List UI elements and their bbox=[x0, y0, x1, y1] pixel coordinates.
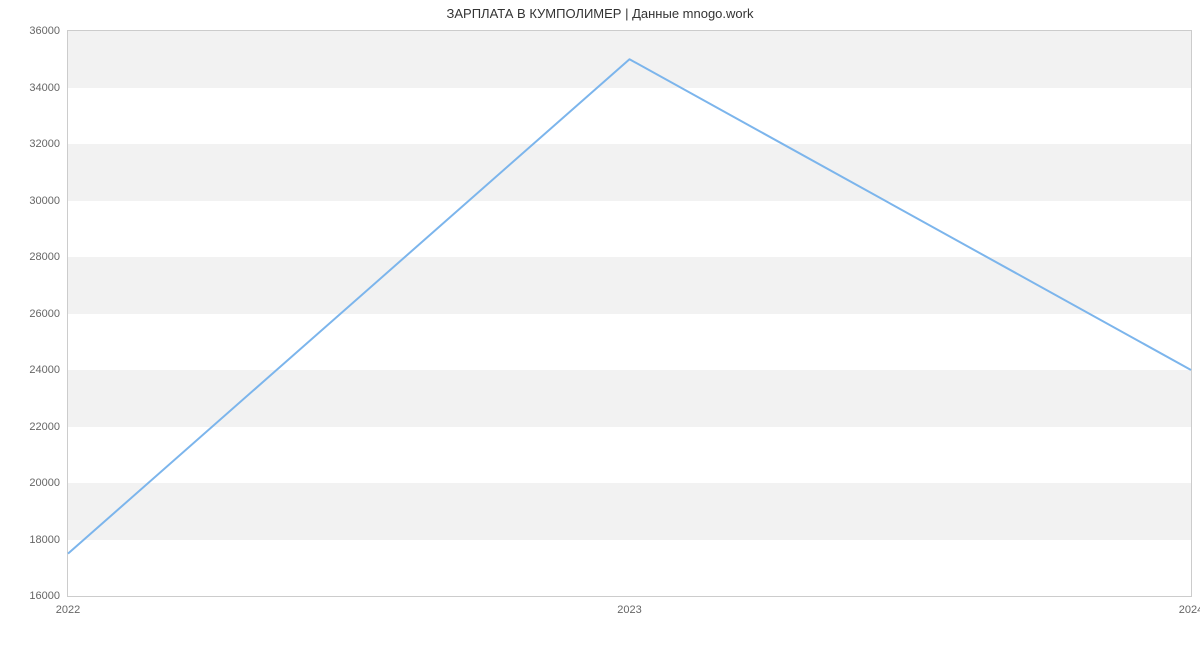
y-tick-label: 36000 bbox=[29, 25, 68, 37]
x-tick-label: 2024 bbox=[1179, 596, 1200, 616]
y-tick-label: 28000 bbox=[29, 251, 68, 263]
salary-chart: ЗАРПЛАТА В КУМПОЛИМЕР | Данные mnogo.wor… bbox=[0, 0, 1200, 650]
y-tick-label: 32000 bbox=[29, 138, 68, 150]
line-layer bbox=[68, 31, 1191, 596]
y-tick-label: 18000 bbox=[29, 534, 68, 546]
x-tick-label: 2022 bbox=[56, 596, 80, 616]
series-line bbox=[68, 59, 1191, 553]
y-tick-label: 26000 bbox=[29, 308, 68, 320]
y-tick-label: 22000 bbox=[29, 421, 68, 433]
x-tick-label: 2023 bbox=[617, 596, 641, 616]
plot-area: 1600018000200002200024000260002800030000… bbox=[67, 30, 1192, 597]
y-tick-label: 34000 bbox=[29, 82, 68, 94]
y-tick-label: 30000 bbox=[29, 195, 68, 207]
y-tick-label: 20000 bbox=[29, 477, 68, 489]
chart-title: ЗАРПЛАТА В КУМПОЛИМЕР | Данные mnogo.wor… bbox=[0, 6, 1200, 21]
y-tick-label: 24000 bbox=[29, 364, 68, 376]
